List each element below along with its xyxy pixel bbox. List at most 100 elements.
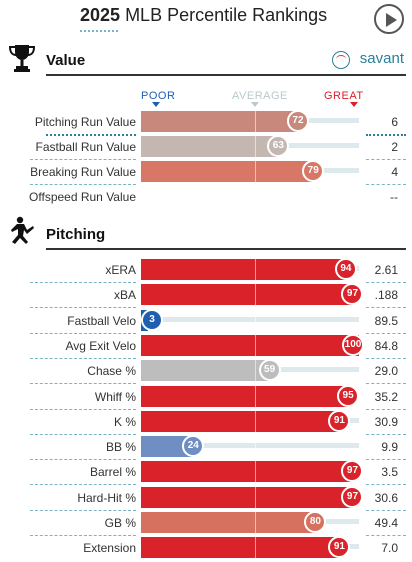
metric-row[interactable]: Fastball Run Value 63 2 <box>0 135 412 160</box>
pitcher-icon <box>11 216 34 244</box>
title-year: 2025 <box>80 5 121 25</box>
row-divider <box>366 459 406 461</box>
page-header: 2025 MLB Percentile Rankings <box>0 0 412 36</box>
percentile-bar <box>141 161 314 182</box>
metric-label: Whiff % <box>94 389 136 404</box>
average-line <box>255 360 256 382</box>
percentile-bubble[interactable]: 80 <box>304 511 327 533</box>
savant-logo[interactable]: savant <box>359 50 404 67</box>
metric-row[interactable]: K % 91 30.9 <box>0 409 412 435</box>
metric-row[interactable]: Pitching Run Value 72 6 <box>0 110 412 136</box>
metric-row[interactable]: xERA 94 2.61 <box>0 258 412 283</box>
average-line <box>255 259 256 280</box>
percentile-track <box>141 443 359 449</box>
row-divider <box>366 134 406 136</box>
metric-label: xBA <box>113 288 136 303</box>
metric-row[interactable]: Avg Exit Velo 100 84.8 <box>0 333 412 359</box>
percentile-bar <box>141 136 279 157</box>
metric-label: Hard-Hit % <box>77 490 136 505</box>
metric-label: Avg Exit Velo <box>65 338 137 353</box>
metric-label: Barrel % <box>89 465 136 480</box>
percentile-bubble[interactable]: 97 <box>341 283 364 306</box>
average-line <box>255 284 256 306</box>
percentile-bubble[interactable]: 72 <box>286 110 309 132</box>
metric-row[interactable]: xBA 97 .188 <box>0 283 412 309</box>
average-line <box>255 334 256 356</box>
row-divider <box>30 184 136 185</box>
percentile-bubble[interactable]: 97 <box>341 485 364 508</box>
page-title: 2025 MLB Percentile Rankings <box>80 5 327 26</box>
percentile-bar <box>141 385 349 407</box>
percentile-bubble[interactable]: 91 <box>328 409 351 432</box>
value-section-title: Value <box>46 52 86 69</box>
title-underline <box>80 30 118 32</box>
metric-label: Chase % <box>87 364 136 379</box>
row-divider <box>30 307 136 309</box>
percentile-bubble[interactable]: 94 <box>334 258 357 280</box>
metric-value: 84.8 <box>374 338 398 353</box>
row-divider <box>366 282 406 283</box>
pitching-section-title: Pitching <box>46 226 106 243</box>
row-divider <box>366 307 406 309</box>
percentile-bar <box>141 461 353 483</box>
metric-row[interactable]: GB % 80 49.4 <box>0 511 412 536</box>
metric-label: xERA <box>105 263 136 277</box>
percentile-bar <box>141 512 316 533</box>
percentile-bubble[interactable]: 100 <box>342 333 364 356</box>
average-line <box>255 410 256 432</box>
metric-row[interactable]: Whiff % 95 35.2 <box>0 384 412 410</box>
section-rule <box>46 74 406 76</box>
row-divider <box>366 408 406 410</box>
average-line <box>255 436 256 458</box>
row-divider <box>30 357 136 359</box>
row-divider <box>30 282 136 283</box>
average-line <box>255 486 256 508</box>
average-line <box>255 512 256 533</box>
row-divider <box>30 332 136 334</box>
row-divider <box>46 134 136 136</box>
metric-row[interactable]: Breaking Run Value 79 4 <box>0 160 412 185</box>
row-divider <box>30 159 136 160</box>
average-line <box>255 111 256 132</box>
metric-value: 3.5 <box>381 465 398 480</box>
trophy-icon <box>8 45 36 72</box>
metric-label: Fastball Velo <box>67 313 136 328</box>
row-divider <box>30 484 136 486</box>
average-line <box>255 537 256 559</box>
percentile-bubble[interactable]: 59 <box>258 359 281 382</box>
row-divider <box>366 535 406 536</box>
metric-row[interactable]: Fastball Velo 3 89.5 <box>0 308 412 334</box>
percentile-bar <box>141 486 353 508</box>
scale-poor-label: POOR <box>141 90 176 102</box>
metric-row[interactable]: Offspeed Run Value -- <box>0 185 412 209</box>
metric-value: 29.0 <box>374 364 398 379</box>
metric-label: K % <box>113 414 136 429</box>
percentile-bubble[interactable]: 63 <box>267 135 290 157</box>
great-arrow-icon <box>350 102 358 107</box>
row-divider <box>30 509 136 511</box>
value-section-header: Value savant <box>0 45 412 78</box>
row-divider <box>366 184 406 185</box>
play-button[interactable] <box>374 4 404 34</box>
percentile-bar <box>141 284 353 306</box>
metric-row[interactable]: BB % 24 9.9 <box>0 435 412 461</box>
row-divider <box>30 459 136 461</box>
metric-row[interactable]: Barrel % 97 3.5 <box>0 460 412 486</box>
row-divider <box>366 159 406 160</box>
metric-row[interactable]: Hard-Hit % 97 30.6 <box>0 485 412 511</box>
percentile-bar <box>141 334 359 356</box>
metric-row[interactable]: Extension 91 7.0 <box>0 536 412 560</box>
percentile-bubble[interactable]: 79 <box>302 160 325 182</box>
poor-arrow-icon <box>152 102 160 107</box>
row-divider <box>366 332 406 334</box>
metric-label: Extension <box>83 541 136 556</box>
percentile-bubble[interactable]: 97 <box>341 460 364 483</box>
percentile-bubble[interactable]: 24 <box>182 435 205 458</box>
percentile-bubble[interactable]: 3 <box>141 308 163 331</box>
metric-value: 2.61 <box>374 263 398 277</box>
metric-row[interactable]: Chase % 59 29.0 <box>0 359 412 385</box>
percentile-bubble[interactable]: 91 <box>328 536 351 559</box>
metric-value: 7.0 <box>381 541 398 556</box>
percentile-bubble[interactable]: 95 <box>337 384 360 407</box>
row-divider <box>366 509 406 511</box>
